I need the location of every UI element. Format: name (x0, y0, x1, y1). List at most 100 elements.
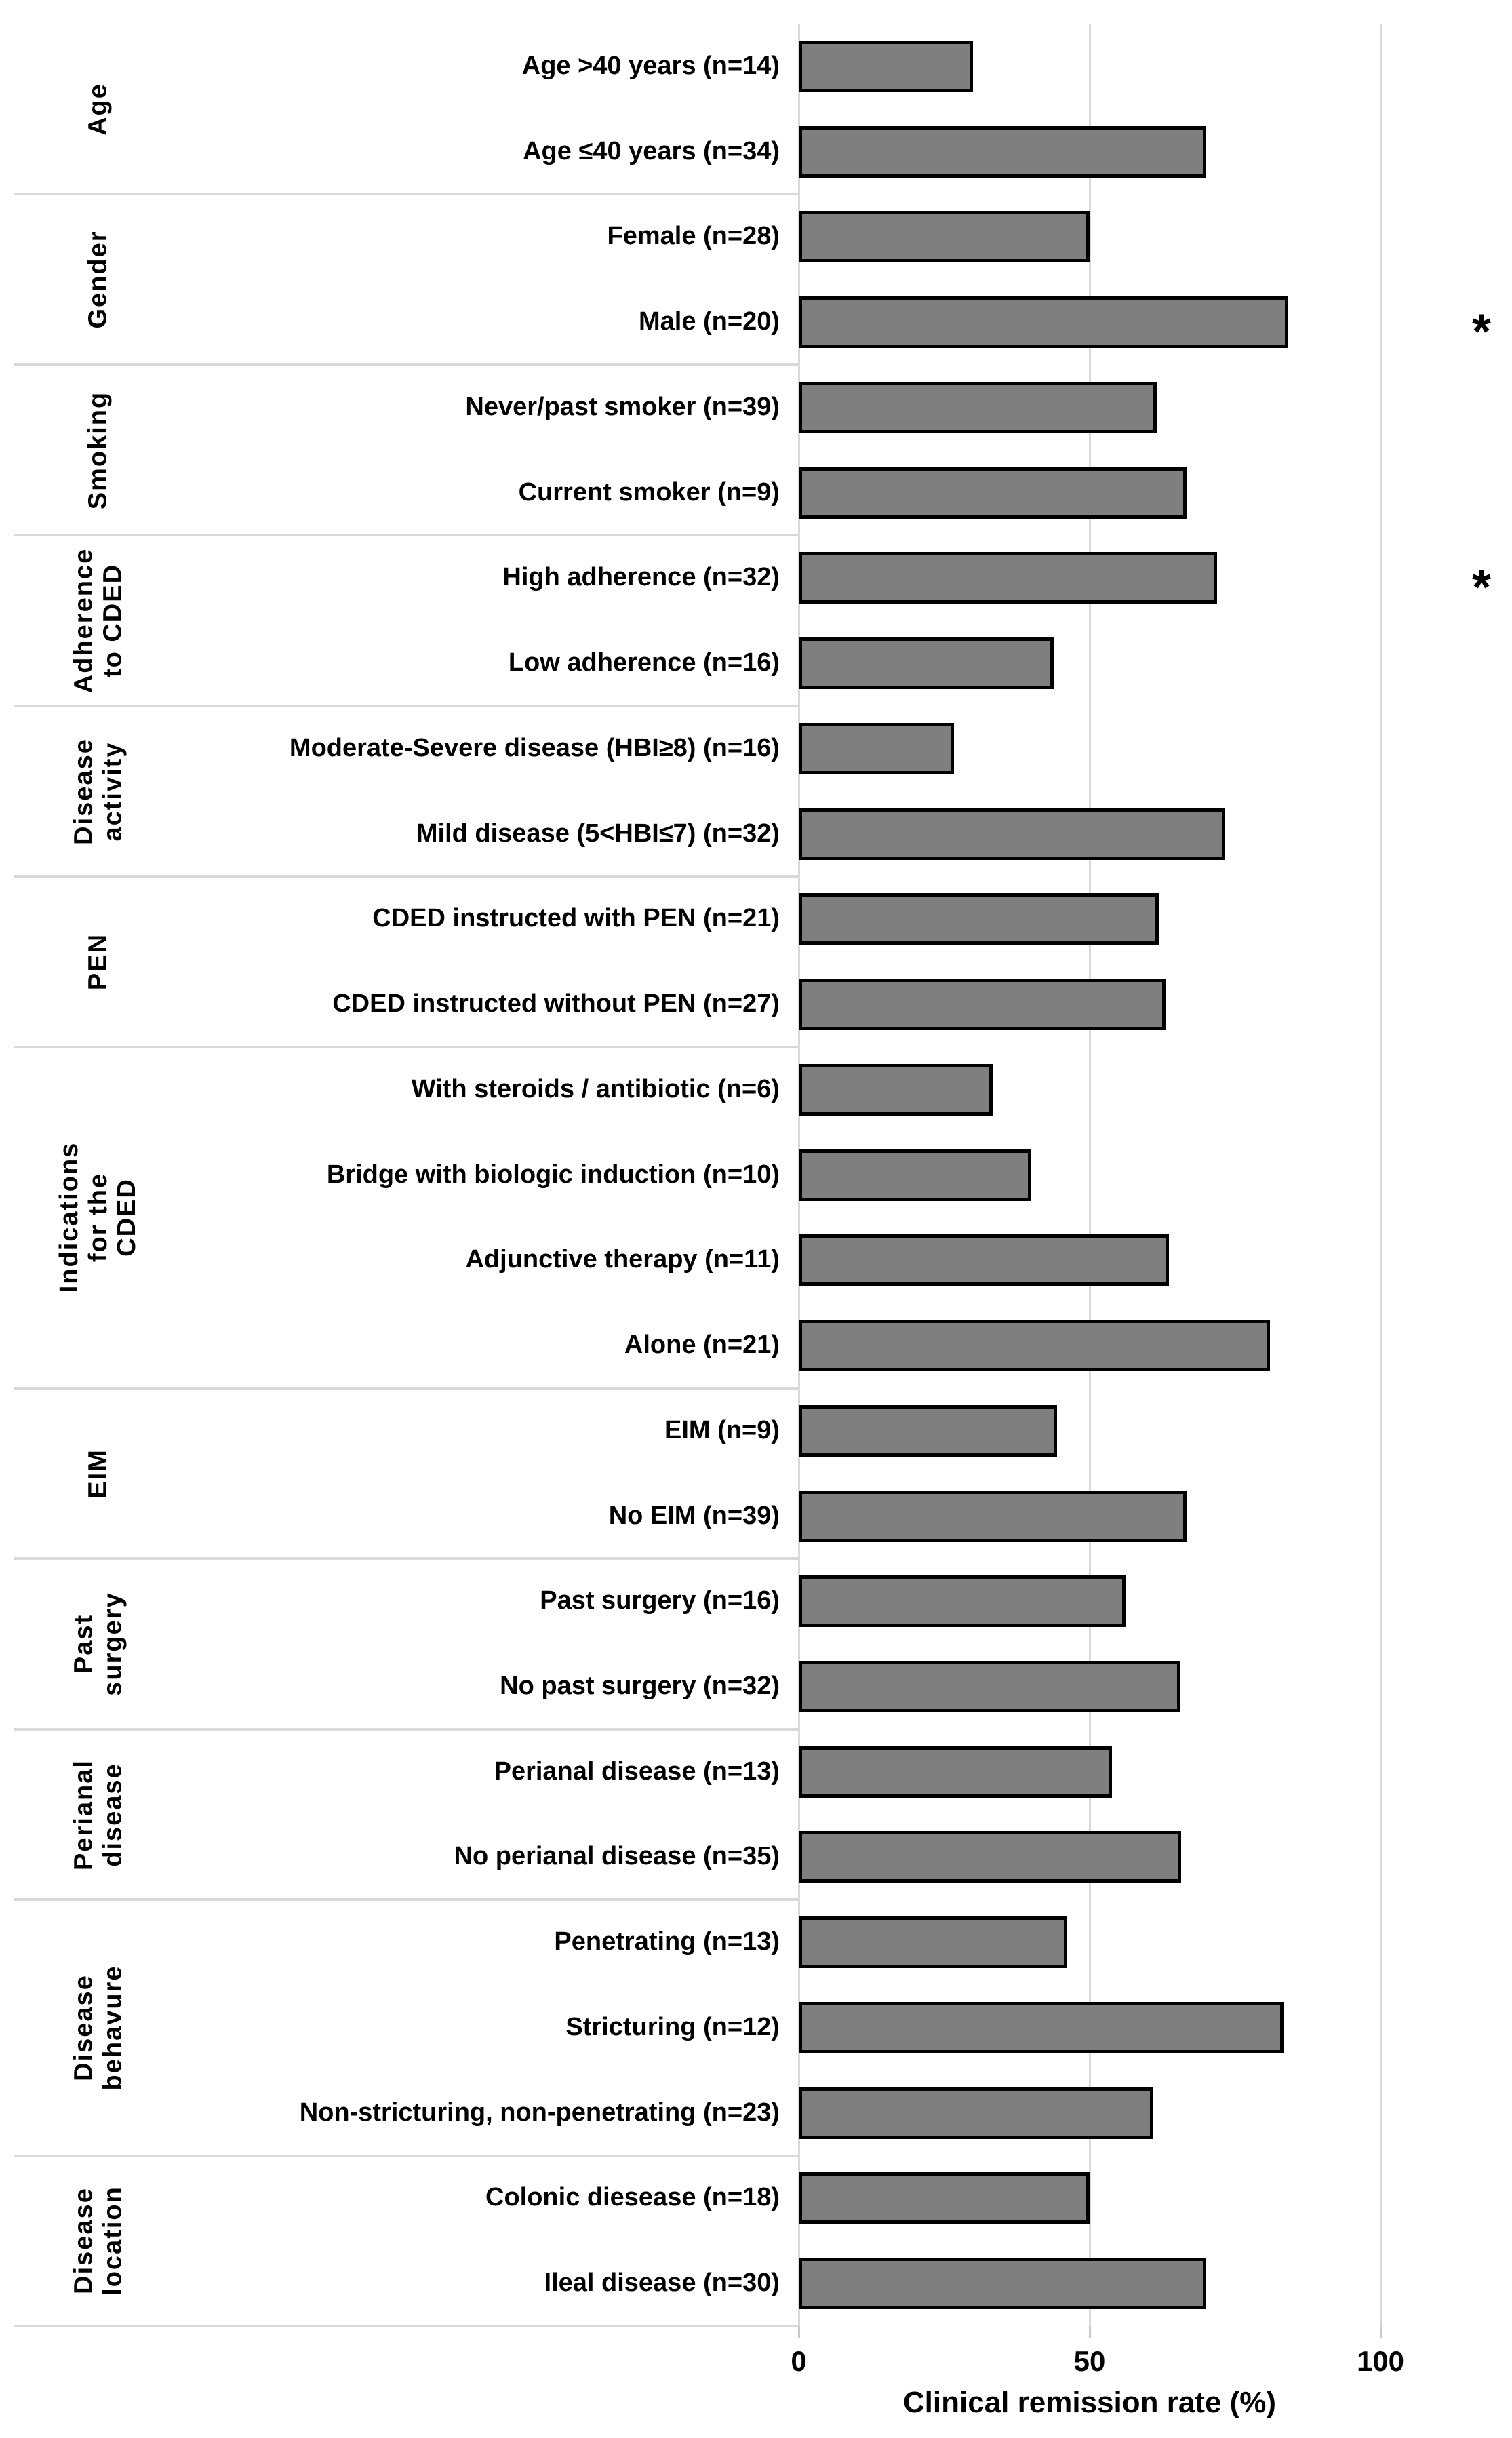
bar-row: Low adherence (n=16) (0, 621, 1512, 706)
bar (799, 1490, 1187, 1542)
group-separator (14, 534, 799, 537)
bar (799, 1575, 1126, 1628)
category-label: Male (n=20) (638, 307, 780, 336)
bar (799, 2258, 1206, 2310)
category-group: Gender Female (n=28) Male (n=20) * (0, 193, 1512, 364)
x-tick-label: 50 (1073, 2345, 1106, 2377)
axis-tick (797, 2326, 800, 2338)
bar-row: High adherence (n=32) * (0, 535, 1512, 621)
category-label: Never/past smoker (n=39) (465, 392, 780, 421)
gridline-50 (1088, 24, 1091, 2326)
category-label: Perianal disease (n=13) (494, 1756, 780, 1786)
category-label: Moderate-Severe disease (HBI≥8) (n=16) (289, 733, 780, 762)
bar-row: CDED instructed without PEN (n=27) (0, 962, 1512, 1047)
category-label: Adjunctive therapy (n=11) (465, 1245, 780, 1274)
group-rows: Perianal disease (n=13) No perianal dise… (0, 1729, 1512, 1900)
bar (799, 467, 1187, 519)
group-rows: With steroids / antibiotic (n=6) Bridge … (0, 1047, 1512, 1388)
category-label: Current smoker (n=9) (518, 477, 780, 507)
bar (799, 2001, 1284, 2053)
category-group: Smoking Never/past smoker (n=39) Current… (0, 363, 1512, 535)
x-tick-label: 100 (1356, 2345, 1405, 2377)
bar-row: Age ≤40 years (n=34) (0, 109, 1512, 195)
group-separator (14, 363, 799, 366)
bar (799, 552, 1217, 604)
category-label: Low adherence (n=16) (508, 648, 780, 677)
bar-row: With steroids / antibiotic (n=6) (0, 1047, 1512, 1133)
bar-track (799, 1303, 1512, 1388)
bar-row: Mild disease (5<HBI≤7) (n=32) (0, 791, 1512, 877)
bar (799, 1831, 1181, 1883)
category-label: High adherence (n=32) (502, 563, 780, 592)
bar (799, 296, 1289, 349)
category-label: No past surgery (n=32) (500, 1672, 780, 1701)
bar-track (799, 365, 1512, 450)
bar-track (799, 1133, 1512, 1218)
bar (799, 1234, 1169, 1286)
category-group: Indications for the CDED With steroids /… (0, 1045, 1512, 1388)
category-group: Disease location Colonic diesease (n=18)… (0, 2154, 1512, 2326)
x-tick-label: 0 (791, 2345, 807, 2377)
category-label: Colonic diesease (n=18) (485, 2183, 780, 2212)
category-label: Non-stricturing, non-penetrating (n=23) (299, 2098, 780, 2127)
bar-row: Moderate-Severe disease (HBI≥8) (n=16) (0, 706, 1512, 791)
bar-track: * (799, 535, 1512, 621)
bar-track (799, 1985, 1512, 2070)
bar (799, 1746, 1112, 1798)
axis-tick (1379, 2326, 1382, 2338)
category-label: Age >40 years (n=14) (521, 51, 780, 80)
bar-row: Current smoker (n=9) (0, 450, 1512, 536)
bar-track (799, 621, 1512, 706)
bar-row: Penetrating (n=13) (0, 1900, 1512, 1985)
bar-row: Female (n=28) (0, 194, 1512, 279)
gridline-100 (1379, 24, 1382, 2326)
category-group: Age Age >40 years (n=14) Age ≤40 years (… (0, 24, 1512, 194)
category-label: Bridge with biologic induction (n=10) (326, 1160, 780, 1189)
category-label: Stricturing (n=12) (565, 2012, 780, 2041)
category-label: Penetrating (n=13) (554, 1927, 780, 1957)
category-group: Disease activity Moderate-Severe disease… (0, 704, 1512, 877)
bar-track (799, 2241, 1512, 2326)
bar-track (799, 791, 1512, 877)
category-label: Past surgery (n=16) (540, 1586, 780, 1615)
bar (799, 1404, 1057, 1457)
bar (799, 1149, 1032, 1201)
category-label: Age ≤40 years (n=34) (523, 136, 780, 165)
bar-track: * (799, 279, 1512, 365)
bar (799, 211, 1090, 263)
category-label: No EIM (n=39) (608, 1501, 780, 1530)
bar-track (799, 1729, 1512, 1815)
bar-row: EIM (n=9) (0, 1388, 1512, 1474)
bar-row: Never/past smoker (n=39) (0, 365, 1512, 450)
group-separator (14, 1557, 799, 1560)
bottom-separator (14, 2325, 799, 2327)
bar-row: Ileal disease (n=30) (0, 2241, 1512, 2326)
group-rows: Female (n=28) Male (n=20) * (0, 194, 1512, 364)
bar-track (799, 1217, 1512, 1303)
group-rows: Never/past smoker (n=39) Current smoker … (0, 365, 1512, 535)
group-rows: CDED instructed with PEN (n=21) CDED ins… (0, 876, 1512, 1046)
bar (799, 979, 1166, 1031)
category-label: Ileal disease (n=30) (544, 2268, 780, 2298)
group-separator (14, 875, 799, 878)
bar-track (799, 1047, 1512, 1133)
bar-track (799, 2070, 1512, 2156)
bar-track (799, 962, 1512, 1047)
group-separator (14, 2154, 799, 2157)
group-separator (14, 193, 799, 196)
category-group: Past surgery Past surgery (n=16) No past… (0, 1557, 1512, 1729)
category-group: EIM EIM (n=9) No EIM (n=39) (0, 1386, 1512, 1559)
bar-track (799, 1388, 1512, 1474)
bar (799, 125, 1206, 178)
group-separator (14, 1898, 799, 1902)
category-group: Perianal disease Perianal disease (n=13)… (0, 1727, 1512, 1900)
bar-track (799, 876, 1512, 962)
group-rows: Colonic diesease (n=18) Ileal disease (n… (0, 2156, 1512, 2326)
category-label: CDED instructed without PEN (n=27) (332, 989, 780, 1019)
category-group: Disease behavure Penetrating (n=13) Stri… (0, 1898, 1512, 2156)
bar-row: No EIM (n=39) (0, 1474, 1512, 1559)
category-label: Mild disease (5<HBI≤7) (n=32) (416, 819, 780, 848)
bar (799, 893, 1159, 945)
group-rows: Age >40 years (n=14) Age ≤40 years (n=34… (0, 24, 1512, 194)
